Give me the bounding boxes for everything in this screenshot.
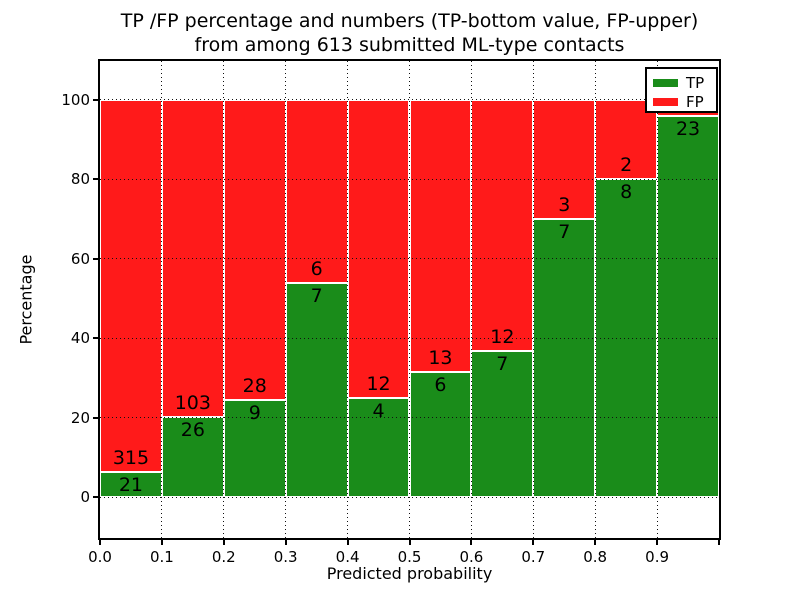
y-tick-label: 60 [70,249,90,268]
bar-segment-tp [533,219,596,498]
legend-label-fp: FP [686,92,704,111]
bar-value-tp: 21 [118,474,144,497]
bar-segment-tp [347,397,410,498]
x-tick-mark [470,540,473,545]
gridline-vertical [656,61,658,538]
bar-value-tp: 7 [310,285,323,308]
x-tick-mark [408,540,411,545]
x-tick-label: 0.6 [459,548,484,566]
y-tick-mark [93,416,98,419]
bar-value-fp: 103 [174,392,211,415]
bar-value-tp: 8 [620,181,633,204]
x-tick-mark [718,540,720,545]
x-tick-label: 0.2 [211,548,236,566]
x-tick-mark [284,540,287,545]
bar-value-fp: 13 [428,346,453,369]
x-tick-label: 0.0 [88,548,112,566]
legend-label-tp: TP [686,73,705,92]
bar-value-tp: 7 [496,352,509,375]
bar-value-tp: 9 [248,402,261,425]
bar-segment-tp [471,350,534,498]
bar-segment-fp [100,99,162,473]
legend: TP FP [645,67,718,113]
legend-swatch-fp [653,97,678,106]
bar-value-tp: 7 [558,221,571,244]
bar-value-fp: 315 [112,447,150,470]
x-tick-label: 0.8 [583,548,608,566]
gridline-vertical [594,61,596,538]
gridline-vertical [161,61,163,538]
bar-value-tp: 4 [372,399,385,422]
bar-segment-fp [409,99,472,372]
bar-value-fp: 28 [242,375,267,398]
bar-value-fp: 3 [558,194,571,217]
x-tick-label: 0.9 [645,548,670,566]
legend-swatch-tp [653,78,678,87]
bar-segment-fp [347,99,410,398]
y-tick-mark [93,337,98,340]
y-tick-mark [93,98,98,101]
x-tick-label: 0.1 [149,548,174,566]
chart-title: TP /FP percentage and numbers (TP-bottom… [100,9,719,57]
y-tick-label: 80 [70,170,90,189]
bar-value-fp: 6 [310,258,323,281]
chart-title-line2: from among 613 submitted ML-type contact… [194,34,625,56]
bar-value-fp: 12 [490,325,515,348]
y-tick-label: 20 [70,408,90,427]
bar-value-tp: 6 [434,373,447,396]
bar-segment-fp [595,99,658,180]
bar-segment-fp [285,99,348,284]
gridline-vertical [532,61,534,538]
x-tick-label: 0.3 [273,548,298,566]
y-tick-mark [93,496,98,499]
bar-segment-fp [471,99,534,351]
x-tick-mark [594,540,597,545]
x-tick-label: 0.4 [335,548,360,566]
y-tick-label: 40 [70,329,90,348]
bar-value-fp: 2 [620,154,633,177]
y-tick-mark [93,178,98,181]
legend-entry-fp: FP [653,92,716,111]
gridline-vertical [285,61,287,538]
y-tick-label: 100 [61,90,90,109]
y-axis-label: Percentage [16,254,36,345]
bar-segment-tp [285,283,348,498]
x-tick-label: 0.7 [521,548,546,566]
x-tick-mark [160,540,163,545]
bar-value-tp: 26 [180,419,205,442]
x-tick-mark [99,540,101,545]
bar-value-tp: 23 [675,118,701,141]
y-tick-mark [93,257,98,260]
x-tick-mark [656,540,659,545]
gridline-vertical [347,61,349,538]
y-tick-label: 0 [80,488,90,507]
x-tick-mark [222,540,225,545]
x-tick-mark [532,540,535,545]
gridline-vertical [470,61,472,538]
bar-segment-tp [657,116,719,498]
chart-title-line1: TP /FP percentage and numbers (TP-bottom… [120,10,699,32]
bar-value-fp: 12 [366,372,391,395]
gridline-vertical [223,61,225,538]
x-tick-label: 0.5 [397,548,422,566]
x-tick-mark [346,540,349,545]
plot-area: 315 21 103 26 28 9 6 7 12 4 13 6 12 7 3 7 2 8 23 [98,59,721,540]
gridline-vertical [409,61,410,538]
legend-entry-tp: TP [653,73,716,92]
bar-segment-fp [223,99,286,401]
x-axis-label: Predicted probability [326,564,493,583]
